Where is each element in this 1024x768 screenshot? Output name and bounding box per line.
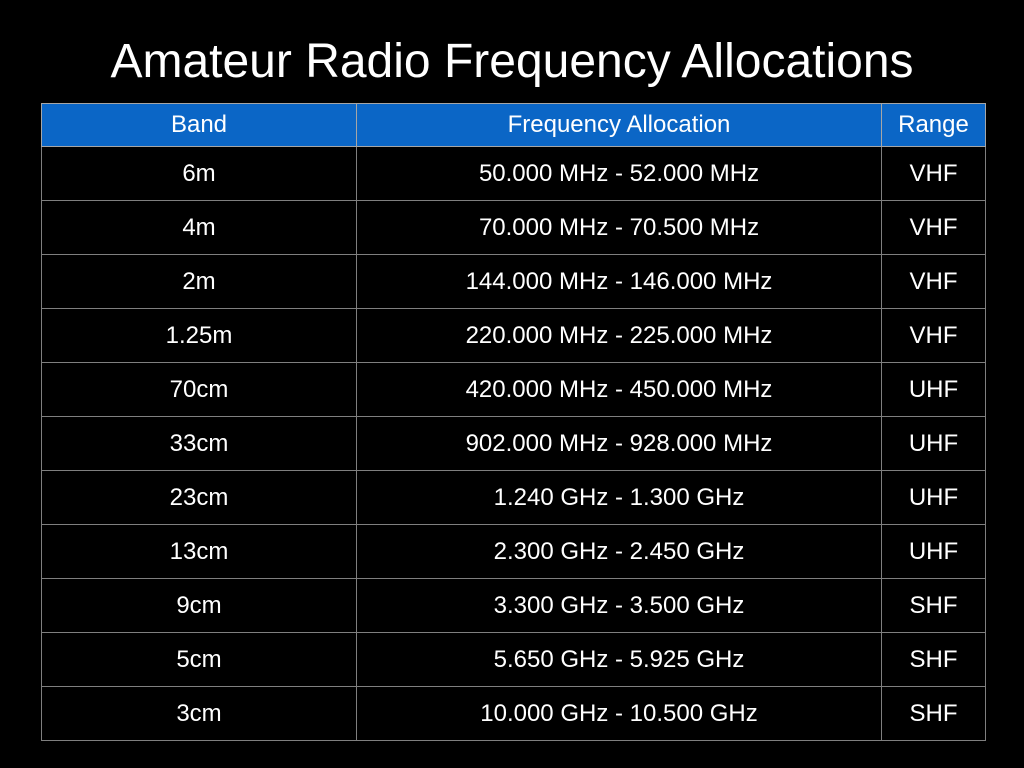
table-row: 6m 50.000 MHz - 52.000 MHz VHF	[41, 146, 986, 201]
band-cell: 3cm	[41, 686, 357, 741]
table-row: 23cm 1.240 GHz - 1.300 GHz UHF	[41, 470, 986, 525]
frequency-cell: 2.300 GHz - 2.450 GHz	[356, 524, 882, 579]
band-cell: 70cm	[41, 362, 357, 417]
band-cell: 2m	[41, 254, 357, 309]
range-cell: SHF	[881, 578, 986, 633]
column-header-band: Band	[41, 103, 357, 147]
band-cell: 33cm	[41, 416, 357, 471]
table-row: 1.25m 220.000 MHz - 225.000 MHz VHF	[41, 308, 986, 363]
table-row: 2m 144.000 MHz - 146.000 MHz VHF	[41, 254, 986, 309]
frequency-cell: 1.240 GHz - 1.300 GHz	[356, 470, 882, 525]
range-cell: VHF	[881, 146, 986, 201]
range-cell: UHF	[881, 362, 986, 417]
table-header-row: Band Frequency Allocation Range	[41, 103, 986, 147]
frequency-cell: 144.000 MHz - 146.000 MHz	[356, 254, 882, 309]
frequency-table: Band Frequency Allocation Range 6m 50.00…	[41, 103, 986, 741]
frequency-cell: 3.300 GHz - 3.500 GHz	[356, 578, 882, 633]
frequency-cell: 5.650 GHz - 5.925 GHz	[356, 632, 882, 687]
frequency-cell: 902.000 MHz - 928.000 MHz	[356, 416, 882, 471]
band-cell: 6m	[41, 146, 357, 201]
table-row: 70cm 420.000 MHz - 450.000 MHz UHF	[41, 362, 986, 417]
range-cell: SHF	[881, 632, 986, 687]
range-cell: SHF	[881, 686, 986, 741]
range-cell: UHF	[881, 416, 986, 471]
frequency-cell: 220.000 MHz - 225.000 MHz	[356, 308, 882, 363]
band-cell: 5cm	[41, 632, 357, 687]
table-row: 3cm 10.000 GHz - 10.500 GHz SHF	[41, 686, 986, 741]
column-header-range: Range	[881, 103, 986, 147]
table-row: 13cm 2.300 GHz - 2.450 GHz UHF	[41, 524, 986, 579]
table-row: 33cm 902.000 MHz - 928.000 MHz UHF	[41, 416, 986, 471]
range-cell: UHF	[881, 524, 986, 579]
table-row: 4m 70.000 MHz - 70.500 MHz VHF	[41, 200, 986, 255]
table-row: 5cm 5.650 GHz - 5.925 GHz SHF	[41, 632, 986, 687]
band-cell: 9cm	[41, 578, 357, 633]
page-title: Amateur Radio Frequency Allocations	[110, 35, 914, 88]
frequency-cell: 50.000 MHz - 52.000 MHz	[356, 146, 882, 201]
frequency-cell: 420.000 MHz - 450.000 MHz	[356, 362, 882, 417]
band-cell: 13cm	[41, 524, 357, 579]
frequency-cell: 10.000 GHz - 10.500 GHz	[356, 686, 882, 741]
column-header-frequency-allocation: Frequency Allocation	[356, 103, 882, 147]
table-row: 9cm 3.300 GHz - 3.500 GHz SHF	[41, 578, 986, 633]
band-cell: 23cm	[41, 470, 357, 525]
frequency-cell: 70.000 MHz - 70.500 MHz	[356, 200, 882, 255]
range-cell: VHF	[881, 308, 986, 363]
band-cell: 1.25m	[41, 308, 357, 363]
band-cell: 4m	[41, 200, 357, 255]
range-cell: UHF	[881, 470, 986, 525]
range-cell: VHF	[881, 254, 986, 309]
range-cell: VHF	[881, 200, 986, 255]
